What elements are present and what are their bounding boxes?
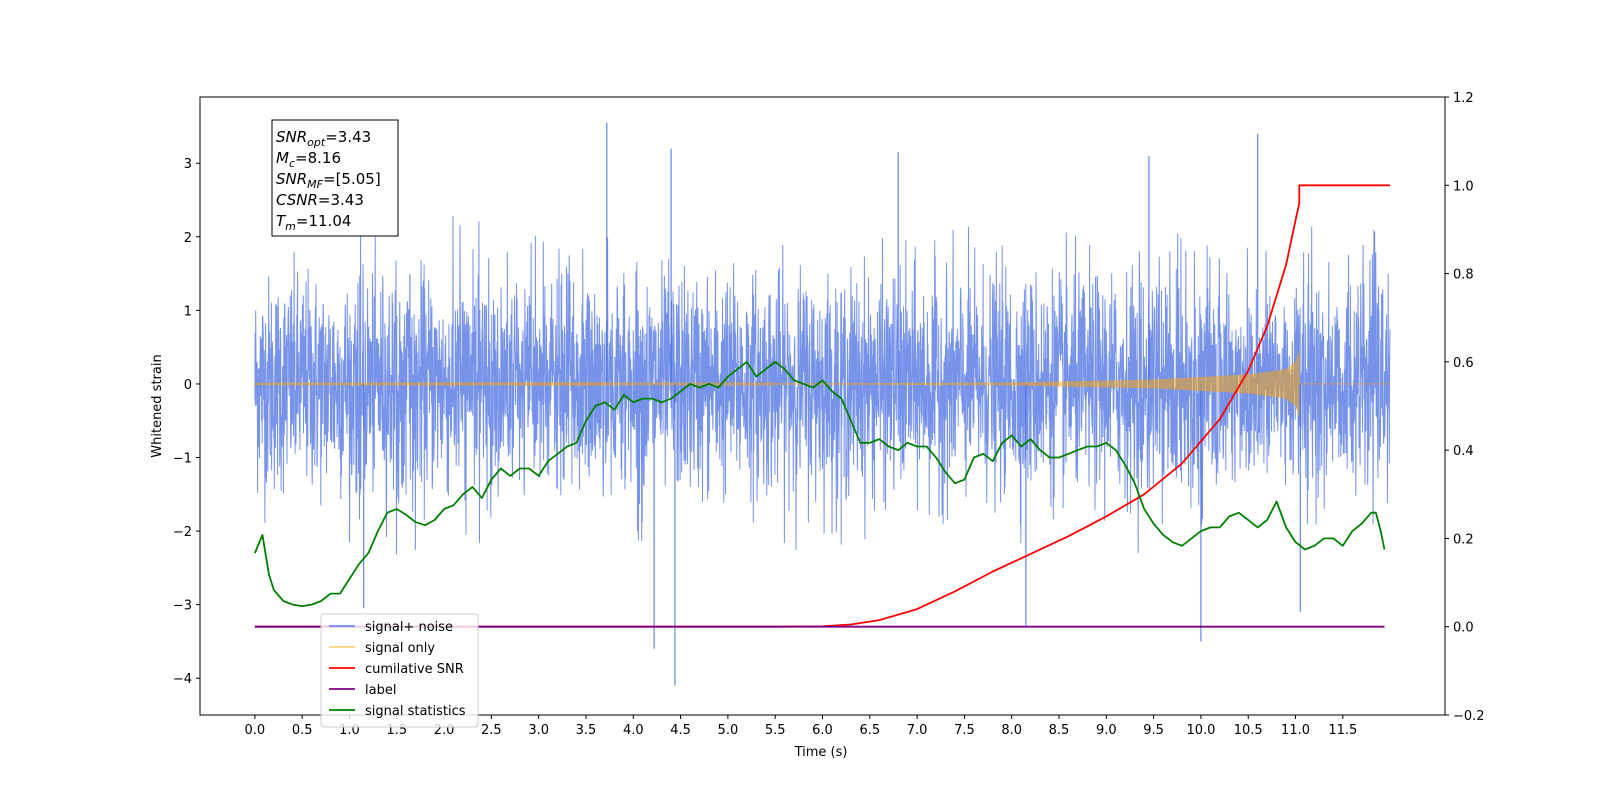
legend-entry-label: label xyxy=(365,683,396,698)
annotation-line: SNRopt=3.43 xyxy=(276,128,371,149)
signal-statistics-line xyxy=(254,361,1386,607)
annotation-value: =3.43 xyxy=(325,128,371,146)
x-tick-label: 11.0 xyxy=(1281,723,1310,738)
y-left-tick-label: 2 xyxy=(184,231,192,246)
legend-frame xyxy=(320,613,479,728)
legend-entry-label: signal only xyxy=(365,641,435,656)
x-tick-label: 9.0 xyxy=(1096,723,1117,738)
x-tick-label: 3.5 xyxy=(576,723,597,738)
x-tick-label: 2.5 xyxy=(481,723,502,738)
annotation-line: Mc=8.16 xyxy=(276,149,341,170)
y-left-tick-label: 3 xyxy=(184,157,192,172)
y-left-tick-label: 1 xyxy=(184,304,192,319)
y-axis-left: −4 −3 −2 −1 0 1 2 3 xyxy=(173,157,200,687)
y-axis-right: −0.2 0.0 0.2 0.4 0.6 0.8 1.0 1.2 xyxy=(1445,91,1485,724)
annotation-symbol: CSNR xyxy=(276,191,318,209)
y-right-tick-label: −0.2 xyxy=(1453,709,1485,724)
y-right-tick-label: 0.0 xyxy=(1453,621,1474,636)
x-tick-label: 11.5 xyxy=(1328,723,1357,738)
x-tick-label: 3.0 xyxy=(528,723,549,738)
annotation-line: SNRMF=[5.05] xyxy=(276,170,381,191)
annotation-symbol: SNR xyxy=(276,128,307,146)
signal-noise-peaks xyxy=(363,122,1301,686)
annotation-symbol: SNR xyxy=(276,170,307,188)
annotation-subscript: c xyxy=(289,157,295,170)
annotation-subscript: MF xyxy=(307,178,323,191)
y-right-tick-label: 0.4 xyxy=(1453,444,1474,459)
x-tick-label: 9.5 xyxy=(1143,723,1164,738)
cumilative-snr-line xyxy=(254,184,1391,628)
x-tick-label: 10.5 xyxy=(1234,723,1263,738)
y-left-tick-label: −1 xyxy=(173,452,192,467)
y-right-tick-label: 1.2 xyxy=(1453,91,1474,106)
annotation-line: Tm=11.04 xyxy=(276,212,351,233)
annotation-subscript: m xyxy=(285,220,296,233)
legend-entry-label: cumilative SNR xyxy=(365,662,464,677)
annotation-line: CSNR=3.43 xyxy=(276,191,364,209)
annotation-value: =8.16 xyxy=(295,149,341,167)
signal-noise-series xyxy=(254,122,1391,686)
legend-entry-label: signal+ noise xyxy=(365,620,453,635)
x-tick-label: 8.0 xyxy=(1001,723,1022,738)
y-right-tick-label: 0.2 xyxy=(1453,532,1474,547)
legend-entry-label: signal statistics xyxy=(365,704,466,719)
signal-only-series xyxy=(254,350,1391,417)
y-axis-label: Whitened strain xyxy=(150,354,165,457)
annotation-symbol: M xyxy=(276,149,289,167)
x-tick-label: 5.5 xyxy=(765,723,786,738)
annotation-value: =11.04 xyxy=(296,212,352,230)
y-left-tick-label: 0 xyxy=(184,378,192,393)
x-tick-label: 5.0 xyxy=(718,723,739,738)
y-right-tick-label: 0.6 xyxy=(1453,356,1474,371)
annotation-value: =[5.05] xyxy=(323,170,381,188)
annotation-value: =3.43 xyxy=(318,191,364,209)
x-axis-label: Time (s) xyxy=(794,745,848,760)
x-tick-label: 7.0 xyxy=(907,723,928,738)
x-tick-label: 10.0 xyxy=(1186,723,1215,738)
x-tick-label: 6.5 xyxy=(859,723,880,738)
y-left-tick-label: −4 xyxy=(173,672,192,687)
x-tick-label: 0.5 xyxy=(292,723,313,738)
annotation-subscript: opt xyxy=(307,136,326,149)
signal-only-line xyxy=(254,350,1391,417)
x-tick-label: 6.0 xyxy=(812,723,833,738)
x-tick-label: 8.5 xyxy=(1049,723,1070,738)
x-tick-label: 7.5 xyxy=(954,723,975,738)
x-tick-label: 0.0 xyxy=(245,723,266,738)
y-left-tick-label: −2 xyxy=(173,525,192,540)
y-left-tick-label: −3 xyxy=(173,599,192,614)
annotation-frame xyxy=(271,119,399,237)
x-tick-label: 4.0 xyxy=(623,723,644,738)
annotation-box: SNRopt=3.43Mc=8.16SNRMF=[5.05]CSNR=3.43T… xyxy=(271,119,399,237)
y-right-tick-label: 1.0 xyxy=(1453,179,1474,194)
legend: signal+ noise signal only cumilative SNR la… xyxy=(320,613,479,728)
y-right-tick-label: 0.8 xyxy=(1453,268,1474,283)
x-tick-label: 4.5 xyxy=(670,723,691,738)
annotation-symbol: T xyxy=(276,212,287,230)
